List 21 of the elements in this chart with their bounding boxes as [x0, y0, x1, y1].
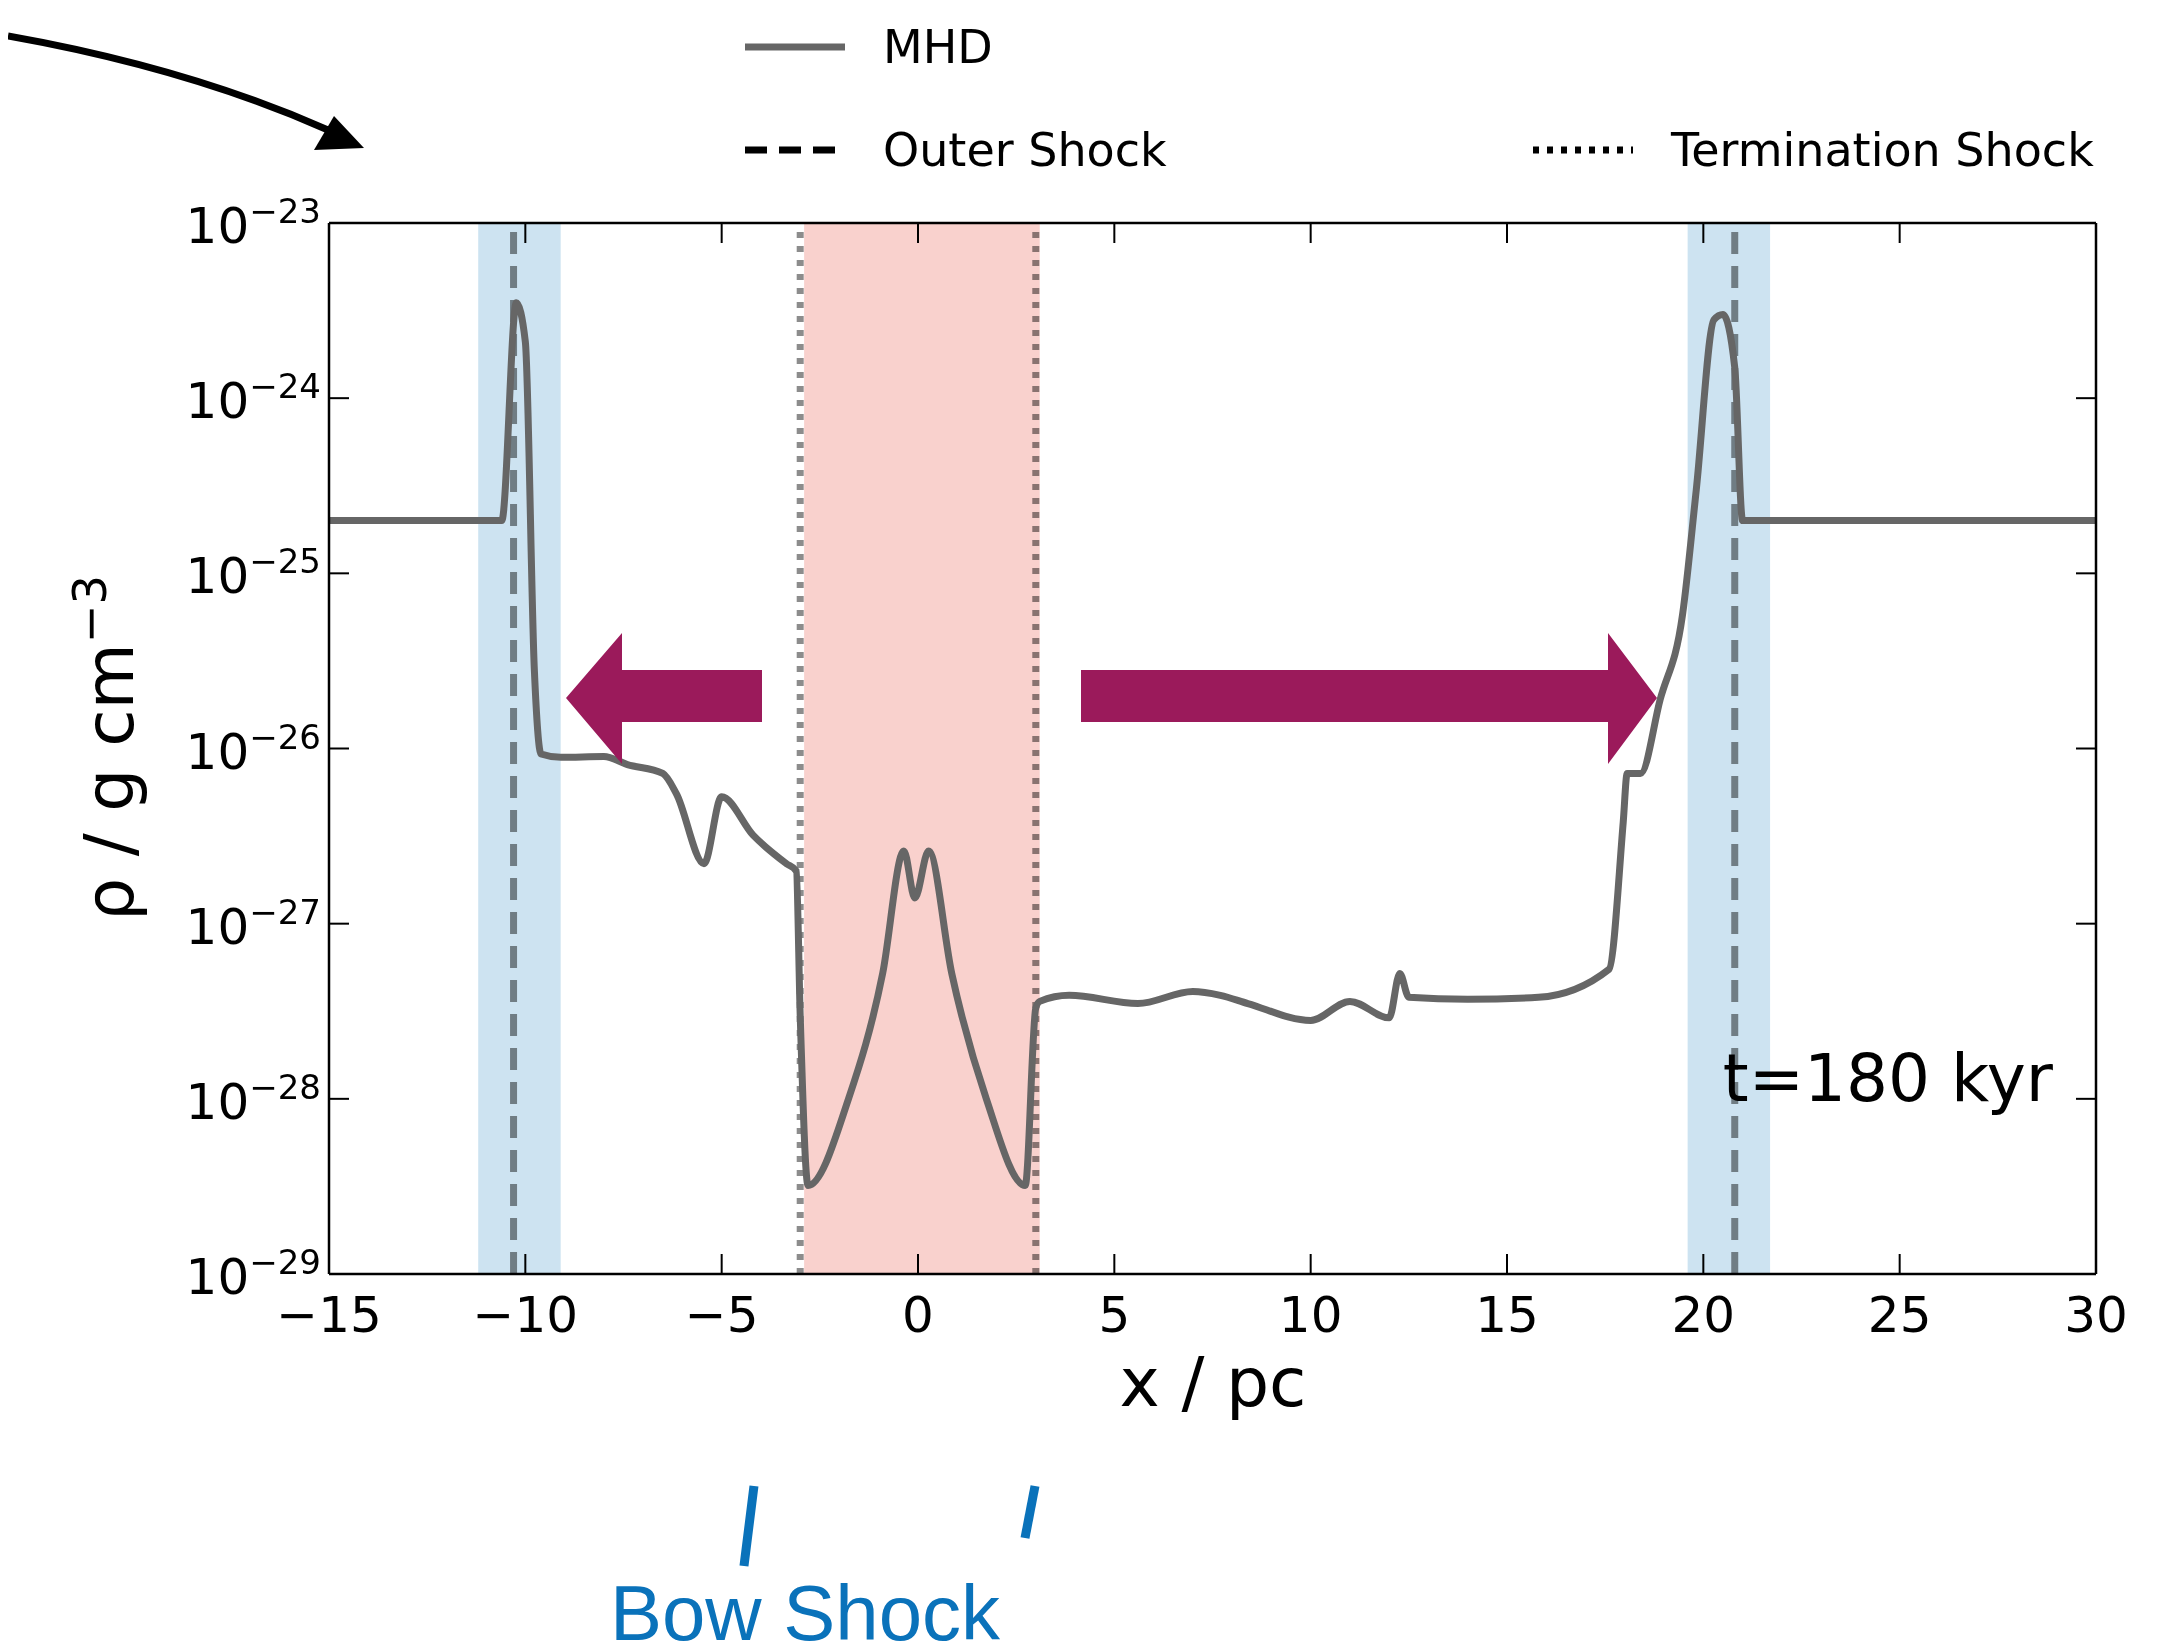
legend-label: Outer Shock [883, 123, 1168, 177]
x-tick-label: 15 [1475, 1286, 1539, 1344]
x-tick-label: 5 [1098, 1286, 1131, 1344]
legend-label: MHD [883, 20, 993, 74]
legend-label: Termination Shock [1670, 123, 2095, 177]
text: Bow Shock [609, 1569, 1002, 1641]
x-tick-label: 0 [902, 1286, 934, 1344]
y-tick-label: 10$^{−24}$ [185, 366, 321, 431]
annotation: t=180 kyr [1722, 1040, 2054, 1117]
x-axis-title: x / pc [1119, 1343, 1307, 1422]
y-tick-label: 10$^{−27}$ [185, 891, 321, 956]
x-tick-label: 25 [1867, 1286, 1932, 1344]
x-tick-label: 30 [2064, 1286, 2128, 1344]
y-tick-label: 10$^{−28}$ [185, 1066, 321, 1131]
y-tick-label: 10$^{−25}$ [185, 541, 321, 606]
y-tick-label: 10$^{−26}$ [185, 716, 321, 781]
x-tick-label: −10 [472, 1286, 579, 1344]
x-tick-label: 20 [1671, 1286, 1736, 1344]
y-tick-label: 10$^{−23}$ [185, 191, 321, 255]
x-tick-label: −5 [684, 1286, 759, 1344]
x-tick-label: 10 [1278, 1286, 1343, 1344]
